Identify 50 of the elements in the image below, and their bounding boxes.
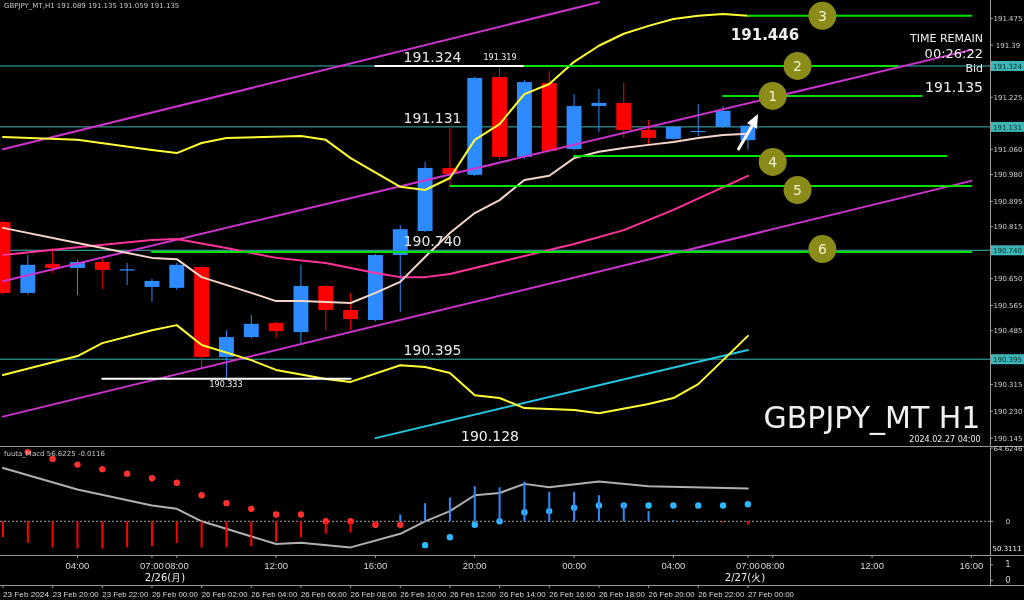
series-label: 2	[793, 57, 803, 74]
annotation: Bid	[965, 62, 983, 75]
ref-line-label: 191.131	[403, 109, 462, 126]
annotation: 191.319	[483, 53, 517, 62]
x-tick-label: 12:00	[264, 560, 289, 571]
x-tick-label: 16:00	[959, 560, 984, 571]
x-tick-label: 07:00	[736, 560, 760, 571]
series-label: 3	[817, 7, 827, 24]
series-label: 1	[768, 87, 778, 104]
x-tick-label: 26 Feb 12:00	[449, 590, 498, 599]
x-tick-label: 07:00	[140, 560, 164, 571]
annotation: 191.446	[730, 26, 800, 44]
x-tick-label: 04:00	[65, 560, 90, 571]
annotation: 2024.02.27 04:00	[909, 435, 981, 444]
y-tick-label: 0	[1005, 574, 1011, 585]
x-tick-label: 26 Feb 02:00	[201, 590, 249, 599]
x-tick-label: 26 Feb 08:00	[350, 590, 398, 599]
annotation: 2/27(火)	[724, 572, 766, 583]
x-tick-label: 26 Feb 14:00	[499, 590, 547, 599]
x-tick-label: 26 Feb 18:00	[598, 590, 647, 599]
annotation: 190.333	[209, 380, 243, 389]
x-tick-label: 04:00	[661, 560, 686, 571]
series-label: 6	[817, 241, 827, 258]
x-tick-label: 26 Feb 22:00	[698, 590, 746, 599]
ref-line-label: 191.324	[403, 48, 462, 65]
x-tick-label: 27 Feb 00:00	[747, 590, 796, 599]
x-tick-label: 26 Feb 16:00	[549, 590, 597, 599]
annotation: TIME REMAIN	[909, 32, 983, 45]
x-tick-label: 26 Feb 10:00	[400, 590, 448, 599]
x-tick-label: 00:00	[562, 560, 586, 571]
y-tick-label: 1	[1005, 559, 1011, 570]
ref-line-label: 190.395	[403, 342, 462, 359]
annotation: 2/26(月)	[144, 572, 186, 583]
x-tick-label: 26 Feb 06:00	[300, 590, 349, 599]
series-label: 5	[793, 182, 803, 199]
annotation: 191.135	[925, 79, 983, 95]
x-tick-label: 26 Feb 04:00	[251, 590, 299, 599]
x-tick-label: 23 Feb 22:00	[102, 590, 150, 599]
series-label: 4	[768, 153, 778, 170]
annotation: 190.128	[461, 428, 519, 444]
x-tick-label: 23 Feb 20:00	[52, 590, 100, 599]
x-tick-label: 08:00	[164, 560, 189, 571]
x-tick-label: 08:00	[760, 560, 785, 571]
x-tick-label: 23 Feb 2024	[2, 590, 50, 599]
x-tick-label: 16:00	[363, 560, 388, 571]
x-tick-label: 20:00	[462, 560, 487, 571]
annotation: GBPJPY_MT H1	[763, 400, 981, 435]
x-tick-label: 26 Feb 00:00	[151, 590, 200, 599]
x-tick-label: 12:00	[860, 560, 884, 571]
x-tick-label: 26 Feb 20:00	[648, 590, 696, 599]
